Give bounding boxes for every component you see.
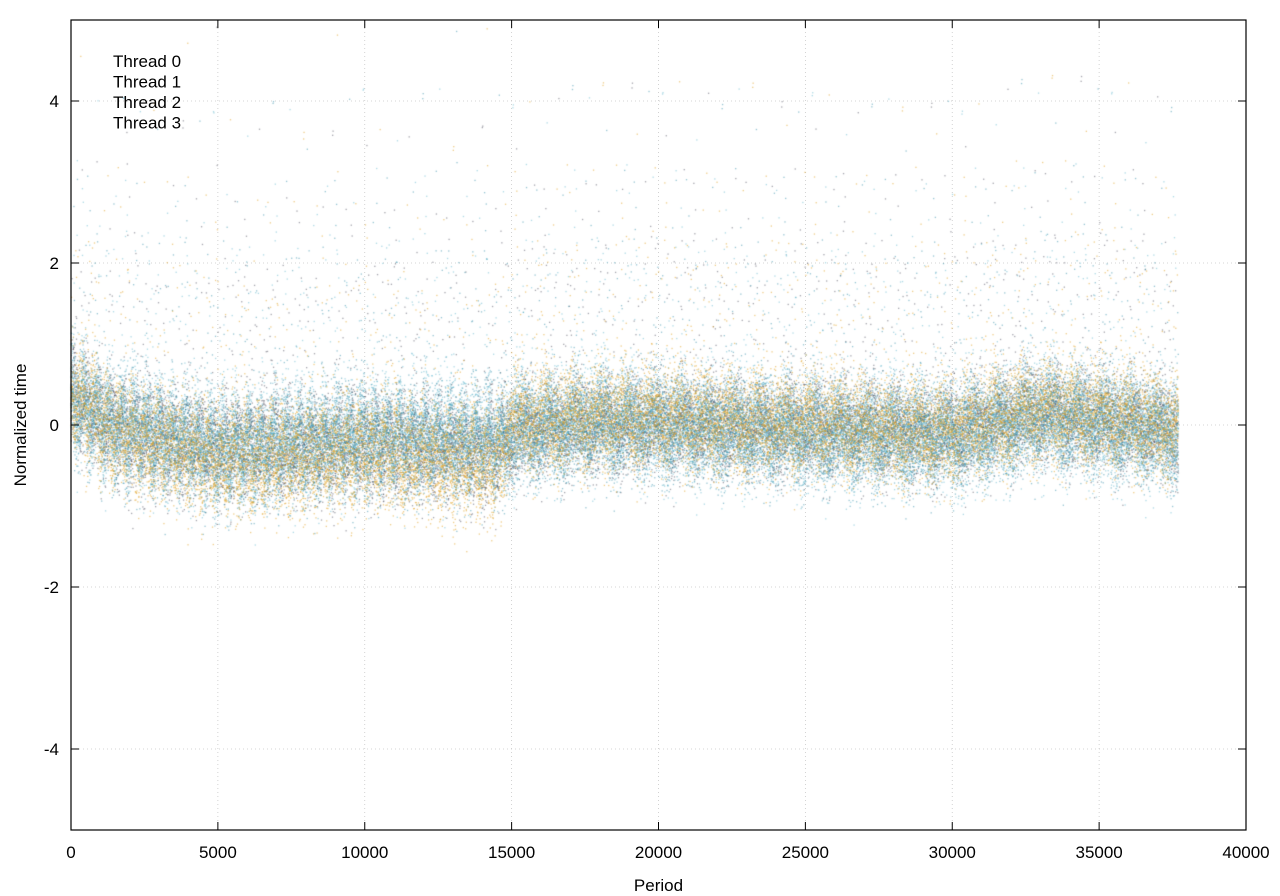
y-tick-label-0: -4 (44, 740, 59, 759)
axis-ticks (70, 20, 1247, 830)
y-tick-label-1: -2 (44, 578, 59, 597)
legend-label-thread-3: Thread 3 (113, 114, 181, 133)
x-tick-label-1: 5000 (199, 843, 237, 862)
x-tick-label-4: 20000 (635, 843, 682, 862)
x-axis-title: Period (634, 876, 683, 895)
x-tick-label-8: 40000 (1222, 843, 1269, 862)
legend-label-thread-2: Thread 2 (113, 93, 181, 112)
x-tick-label-2: 10000 (341, 843, 388, 862)
y-tick-label-2: 0 (50, 416, 59, 435)
x-tick-label-7: 35000 (1075, 843, 1122, 862)
x-tick-label-0: 0 (66, 843, 75, 862)
axis-tick-labels: 0 5000 10000 15000 20000 25000 30000 35000 40000… (44, 92, 1270, 862)
x-tick-label-5: 25000 (782, 843, 829, 862)
legend: Thread 0 Thread 1 Thread 2 Thread 3 (113, 52, 181, 133)
legend-label-thread-1: Thread 1 (113, 73, 181, 92)
x-tick-label-6: 30000 (929, 843, 976, 862)
x-tick-label-3: 15000 (488, 843, 535, 862)
legend-label-thread-0: Thread 0 (113, 52, 181, 71)
y-tick-label-3: 2 (50, 254, 59, 273)
y-axis-title: Normalized time (11, 364, 30, 487)
y-tick-label-4: 4 (50, 92, 59, 111)
